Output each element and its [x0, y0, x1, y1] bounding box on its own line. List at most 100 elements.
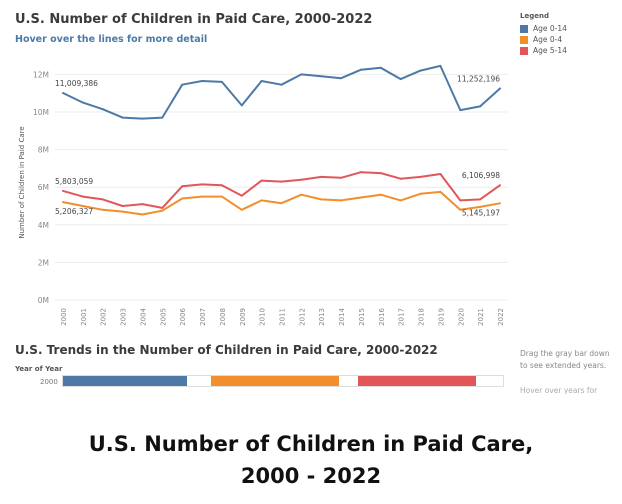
- data-point: [359, 68, 362, 71]
- data-point: [240, 208, 243, 211]
- data-point: [499, 184, 501, 187]
- y-tick-label: 4M: [38, 221, 49, 230]
- x-tick-label: 2017: [398, 308, 406, 326]
- x-tick-label: 2015: [358, 308, 366, 326]
- data-point: [419, 69, 422, 72]
- data-point: [419, 175, 422, 178]
- data-point: [201, 79, 204, 82]
- data-point: [101, 208, 104, 211]
- legend-swatch: [520, 24, 528, 33]
- x-tick-label: 2008: [219, 308, 227, 326]
- data-point: [81, 195, 84, 198]
- data-point: [121, 116, 124, 119]
- data-label: 5,145,197: [462, 208, 500, 217]
- data-point: [280, 83, 283, 86]
- data-point: [62, 92, 64, 95]
- data-point: [101, 108, 104, 111]
- x-tick-label: 2012: [298, 308, 306, 326]
- timeline-year-label: 2000: [40, 378, 58, 386]
- drag-hint-cut: Hover over years for more: [520, 386, 598, 394]
- data-point: [62, 189, 64, 192]
- data-point: [359, 171, 362, 174]
- data-point: [121, 210, 124, 213]
- data-point: [201, 183, 204, 186]
- data-point: [141, 213, 144, 216]
- x-tick-label: 2018: [418, 308, 426, 326]
- x-tick-label: 2010: [259, 308, 267, 326]
- data-point: [240, 104, 243, 107]
- legend-item-age-0-4[interactable]: Age 0-4: [520, 34, 567, 45]
- timeline-segment-age-5-14[interactable]: [358, 376, 476, 386]
- legend: Legend Age 0-14 Age 0-4 Age 5-14: [520, 12, 567, 56]
- data-point: [121, 205, 124, 207]
- legend-title: Legend: [520, 12, 549, 20]
- x-tick-label: 2000: [60, 308, 68, 326]
- data-point: [340, 77, 343, 80]
- data-point: [201, 195, 204, 198]
- x-tick-label: 2021: [477, 308, 485, 326]
- data-point: [379, 66, 382, 69]
- x-tick-label: 2020: [457, 308, 465, 326]
- x-tick-label: 2011: [279, 308, 287, 326]
- y-tick-label: 0M: [38, 296, 49, 305]
- x-tick-label: 2007: [199, 308, 207, 326]
- data-point: [220, 184, 223, 187]
- data-point: [499, 87, 501, 90]
- x-tick-label: 2005: [159, 308, 167, 326]
- series-line-age-0-14[interactable]: [62, 64, 501, 120]
- y-axis-title: Number of Children in Paid Care: [18, 126, 26, 238]
- x-tick-label: 2009: [239, 308, 247, 326]
- timeline-segment-age-0-14[interactable]: [63, 376, 187, 386]
- legend-label: Age 0-4: [533, 35, 563, 44]
- dashboard: U.S. Number of Children in Paid Care, 20…: [0, 12, 622, 394]
- legend-item-age-0-14[interactable]: Age 0-14: [520, 23, 567, 34]
- x-tick-label: 2022: [497, 308, 505, 326]
- data-point: [399, 177, 402, 180]
- data-point: [280, 202, 283, 205]
- data-point: [181, 197, 184, 200]
- data-label: 5,206,327: [55, 207, 93, 216]
- y-tick-label: 6M: [38, 183, 49, 192]
- data-point: [379, 172, 382, 175]
- data-point: [300, 178, 303, 181]
- data-point: [320, 175, 323, 178]
- data-point: [161, 206, 164, 209]
- data-point: [141, 203, 144, 206]
- line-chart[interactable]: 0M 2M 4M 6M 8M 10M 12M Number of Children in Pa…: [0, 55, 622, 340]
- data-point: [439, 190, 442, 193]
- data-point: [320, 75, 323, 78]
- data-point: [260, 179, 263, 182]
- data-point: [141, 117, 144, 120]
- caption-line-2: 2000 - 2022: [240, 464, 382, 488]
- legend-label: Age 5-14: [533, 46, 567, 55]
- legend-item-age-5-14[interactable]: Age 5-14: [520, 45, 567, 56]
- data-point: [300, 73, 303, 76]
- data-label: 11,009,386: [55, 79, 98, 88]
- x-tick-label: 2016: [378, 307, 386, 325]
- data-point: [399, 78, 402, 81]
- data-label: 6,106,998: [462, 171, 500, 180]
- x-tick-label: 2013: [318, 308, 326, 326]
- data-point: [479, 205, 482, 208]
- y-tick-label: 8M: [38, 146, 49, 155]
- caption-line-1: U.S. Number of Children in Paid Care,: [88, 432, 534, 456]
- data-point: [459, 208, 462, 211]
- data-point: [379, 193, 382, 196]
- data-point: [181, 83, 184, 86]
- y-tick-label: 10M: [33, 108, 49, 117]
- data-point: [479, 198, 482, 201]
- timeline-segment-age-0-4[interactable]: [211, 376, 339, 386]
- data-point: [280, 180, 283, 183]
- data-point: [81, 101, 84, 104]
- data-point: [359, 196, 362, 199]
- legend-label: Age 0-14: [533, 24, 567, 33]
- y-tick-label: 2M: [38, 258, 49, 267]
- data-point: [260, 199, 263, 202]
- data-label: 11,252,196: [457, 74, 500, 83]
- timeline-bar[interactable]: [62, 375, 504, 387]
- x-tick-label: 2003: [120, 308, 128, 326]
- data-point: [161, 116, 164, 119]
- data-point: [439, 173, 442, 176]
- data-point: [320, 198, 323, 201]
- x-tick-label: 2002: [100, 308, 108, 326]
